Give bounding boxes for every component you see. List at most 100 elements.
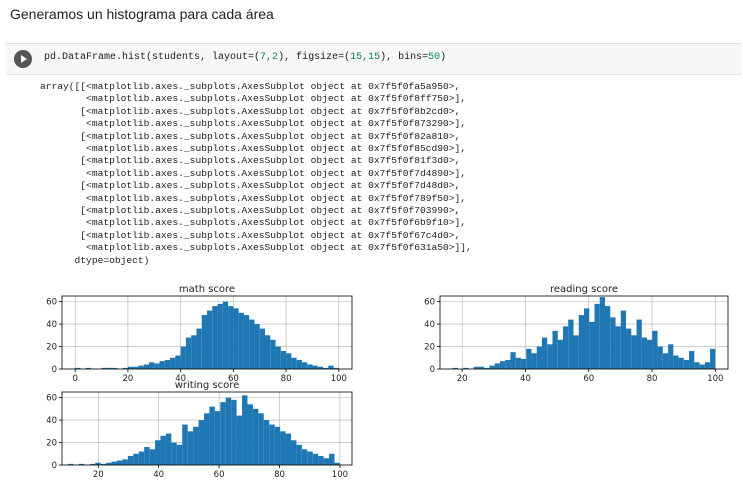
code-suffix: ) <box>440 52 447 63</box>
histogram-bar <box>170 357 176 369</box>
histogram-bar <box>562 326 569 369</box>
histogram-bar <box>154 363 160 369</box>
x-tick-label: 80 <box>647 374 658 384</box>
histogram-bar <box>285 433 291 465</box>
histogram-bar <box>112 367 118 369</box>
histogram-bar <box>160 435 166 465</box>
histogram-bar <box>85 367 91 369</box>
code-cell[interactable]: pd.DataFrame.hist(students, layout=(7,2)… <box>6 43 741 75</box>
histogram-bar <box>68 463 74 465</box>
histogram-bar <box>159 361 165 369</box>
histogram-bar <box>489 365 495 369</box>
histogram-bar <box>270 339 276 369</box>
x-tick-label: 100 <box>331 374 347 384</box>
cell-output: array([[<matplotlib.axes._subplots.AxesS… <box>40 81 472 267</box>
histogram-bar <box>280 431 286 465</box>
x-tick-label: 40 <box>520 374 531 384</box>
histogram-bar <box>242 395 248 465</box>
histogram-bar <box>207 310 213 369</box>
histogram-bar <box>193 426 199 465</box>
histogram-bar <box>510 352 516 369</box>
histogram-bar <box>589 321 595 369</box>
histogram-bar <box>111 461 117 465</box>
histogram-bar <box>249 319 255 369</box>
x-tick-label: 20 <box>93 470 104 480</box>
histogram-bar <box>236 415 243 465</box>
histogram-bar <box>333 367 339 369</box>
histogram-bar <box>180 346 186 369</box>
histogram-bar <box>334 462 340 465</box>
histogram-reading-score: 20 40 60 80 100 0 20 40 60 reading score <box>424 284 729 384</box>
output-line: <matplotlib.axes._subplots.AxesSubplot o… <box>40 242 472 254</box>
histogram-bar <box>515 357 521 369</box>
output-line: <matplotlib.axes._subplots.AxesSubplot o… <box>40 192 467 204</box>
histogram-bar <box>329 453 335 465</box>
histogram-bar <box>212 306 218 369</box>
histogram-bar <box>149 449 156 465</box>
histogram-bar <box>275 346 281 369</box>
histogram-bar <box>662 353 669 369</box>
histogram-bar <box>599 297 606 369</box>
code-mid: ), figsize=( <box>278 52 351 63</box>
histogram-bar <box>615 326 621 369</box>
histogram-bar <box>296 360 302 369</box>
histogram-math-score: 0 20 40 60 80 100 0 20 40 60 math score <box>46 284 353 384</box>
output-line: [<matplotlib.axes._subplots.AxesSubplot … <box>40 229 461 241</box>
histogram-bar <box>214 411 221 465</box>
x-tick-label: 80 <box>281 374 292 384</box>
code-editor[interactable]: pd.DataFrame.hist(students, layout=(7,2)… <box>44 52 446 63</box>
histogram-bar <box>694 362 700 369</box>
y-tick-label: 40 <box>424 320 435 330</box>
chart-title: writing score <box>175 380 240 391</box>
histogram-bar <box>610 317 616 369</box>
histogram-bar <box>225 397 232 465</box>
histogram-bar <box>203 413 210 465</box>
histogram-bar <box>263 420 270 465</box>
histogram-bar <box>122 367 128 369</box>
y-tick-label: 60 <box>46 298 57 308</box>
histogram-bar <box>176 444 183 465</box>
x-tick-label: 100 <box>332 470 348 480</box>
x-tick-label: 40 <box>153 470 164 480</box>
output-line: [<matplotlib.axes._subplots.AxesSubplot … <box>40 105 461 117</box>
histogram-bar <box>144 447 150 465</box>
output-line: [<matplotlib.axes._subplots.AxesSubplot … <box>40 130 461 142</box>
x-tick-label: 60 <box>214 470 225 480</box>
histogram-bar <box>143 364 149 369</box>
histogram-bar <box>243 315 250 369</box>
histogram-bar <box>274 426 281 465</box>
y-tick-label: 0 <box>430 365 435 375</box>
play-icon <box>21 55 27 63</box>
histogram-bar <box>254 324 260 369</box>
histogram-bar <box>209 406 215 465</box>
histogram-bar <box>494 363 500 369</box>
run-cell-button[interactable] <box>14 50 32 68</box>
histogram-bar <box>265 335 271 369</box>
histogram-bar <box>578 315 584 369</box>
x-tick-label: 80 <box>274 470 285 480</box>
histogram-bar <box>165 433 172 465</box>
histogram-bar <box>138 451 145 465</box>
y-tick-label: 60 <box>424 298 435 308</box>
histogram-bar <box>133 366 139 369</box>
histogram-bar <box>296 444 302 465</box>
histogram-bar <box>101 367 107 369</box>
histogram-bar <box>301 449 308 465</box>
histogram-bar <box>520 358 527 369</box>
histogram-bar <box>657 346 663 369</box>
x-tick-label: 20 <box>122 374 133 384</box>
histogram-bar <box>547 344 553 369</box>
histogram-bar <box>149 362 155 369</box>
histogram-bar <box>552 330 558 369</box>
histogram-bar <box>116 460 123 465</box>
output-line: [<matplotlib.axes._subplots.AxesSubplot … <box>40 155 461 167</box>
histogram-bar <box>626 328 632 369</box>
y-tick-label: 20 <box>46 343 57 353</box>
x-tick-label: 0 <box>72 374 77 384</box>
output-line: [<matplotlib.axes._subplots.AxesSubplot … <box>40 180 461 192</box>
histogram-bar <box>252 408 259 465</box>
histogram-bar <box>106 462 112 465</box>
histogram-bar <box>171 442 177 465</box>
histogram-bar <box>286 353 292 369</box>
histogram-bar <box>182 424 188 465</box>
